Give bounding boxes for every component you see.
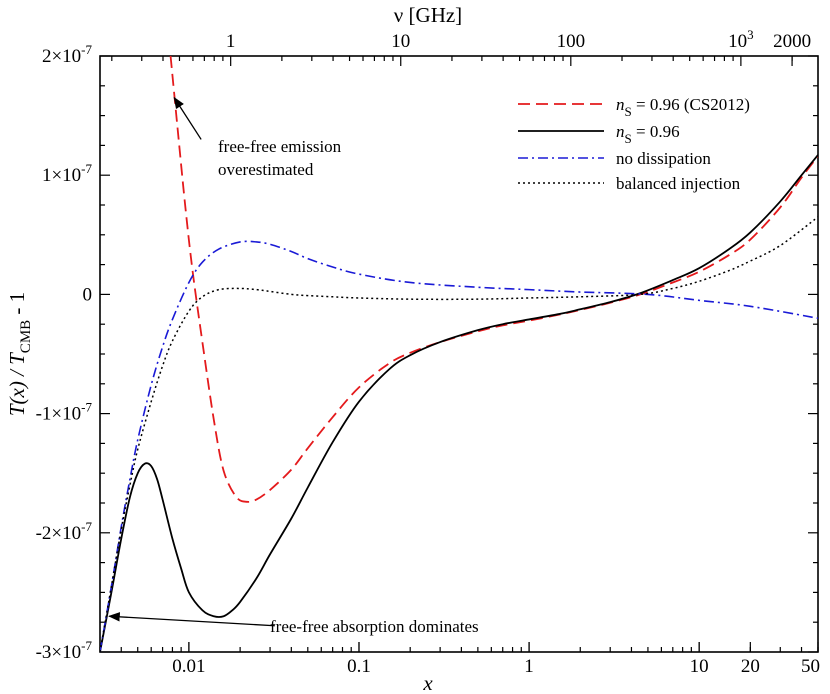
legend-label-balanced-injection: balanced injection [616,174,741,193]
x-tick-label: 0.1 [347,656,371,677]
top-tick-label-1000: 103 [728,27,754,52]
plot-frame [99,55,819,653]
series-no-dissipation-line [100,240,818,652]
x-axis-ticks: 0.01 0.1 1 10 20 50 [99,642,820,677]
y-tick-label: 0 [83,284,93,305]
top-tick-label: 100 [557,31,586,52]
y-tick-label: -2×10-7 [36,519,93,544]
y-axis-title: T(x) / TCMB - 1 [5,292,34,416]
legend-label-no-dissipation: no dissipation [616,149,711,168]
y-axis-ticks: 2×10-7 1×10-7 0 -1×10-7 -2×10-7 -3×10-7 [36,42,818,663]
top-tick-label-2000: 2000 [773,31,811,52]
series-lines [100,56,818,652]
annotation-free-free-emission: free-free emission overestimated [173,96,342,179]
x-tick-label: 1 [524,656,534,677]
annotation-arrow-emission [173,96,202,140]
series-ns-cs2012-line [169,56,818,503]
annotation-text-absorption: free-free absorption dominates [270,617,479,636]
series-balanced-injection-line [100,216,818,652]
x-tick-label: 50 [801,656,820,677]
annotation-text-emission-line1: free-free emission [218,137,342,156]
x-tick-label: 10 [690,656,709,677]
series-ns-line [100,154,818,652]
x-tick-label: 20 [741,656,760,677]
x-tick-label: 0.01 [172,656,205,677]
legend-label-ns: nS = 0.96 [616,122,680,146]
top-tick-label: 1 [226,31,236,52]
top-axis-ticks: 1 10 100 [111,31,793,66]
y-tick-label: -3×10-7 [36,638,93,663]
annotation-text-emission-line2: overestimated [218,160,314,179]
top-tick-label: 10 [391,31,410,52]
legend: nS = 0.96 (CS2012) nS = 0.96 no dissipat… [518,95,750,193]
x-axis-title: x [422,671,433,694]
annotation-arrow-absorption [108,612,275,627]
annotation-free-free-absorption: free-free absorption dominates [108,612,479,636]
y-tick-label: 2×10-7 [42,42,93,67]
y-tick-label: -1×10-7 [36,400,93,425]
y-tick-label: 1×10-7 [42,161,93,186]
legend-label-ns-cs2012: nS = 0.96 (CS2012) [616,95,750,119]
top-axis-title: ν [GHz] [394,3,462,27]
